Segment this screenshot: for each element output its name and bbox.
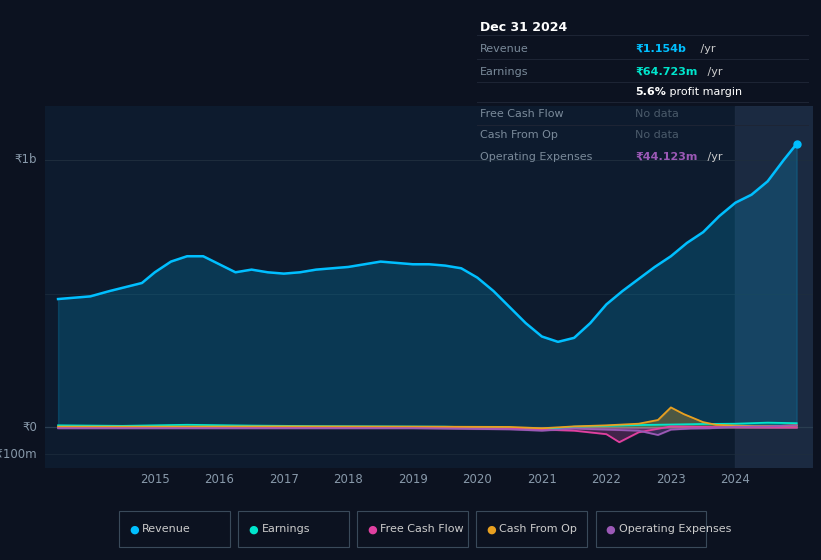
Text: -₹100m: -₹100m [0, 448, 37, 461]
Text: Free Cash Flow: Free Cash Flow [380, 524, 464, 534]
Text: Operating Expenses: Operating Expenses [480, 152, 592, 161]
Text: ₹1.154b: ₹1.154b [635, 44, 686, 54]
Text: ●: ● [605, 524, 615, 534]
Text: Free Cash Flow: Free Cash Flow [480, 109, 563, 119]
Text: ₹44.123m: ₹44.123m [635, 152, 698, 161]
Bar [736, 106, 813, 468]
Text: ●: ● [367, 524, 377, 534]
Text: 5.6%: 5.6% [635, 87, 666, 97]
Text: Revenue: Revenue [142, 524, 191, 534]
Text: Earnings: Earnings [261, 524, 310, 534]
Text: Dec 31 2024: Dec 31 2024 [480, 21, 567, 34]
Text: Operating Expenses: Operating Expenses [618, 524, 731, 534]
Text: Earnings: Earnings [480, 67, 529, 77]
Text: ₹1b: ₹1b [15, 153, 37, 166]
Text: Cash From Op: Cash From Op [499, 524, 577, 534]
Text: No data: No data [635, 109, 679, 119]
Text: ●: ● [486, 524, 496, 534]
Text: ₹64.723m: ₹64.723m [635, 67, 698, 77]
Text: /yr: /yr [697, 44, 716, 54]
Text: ●: ● [248, 524, 258, 534]
Text: profit margin: profit margin [666, 87, 742, 97]
Text: ●: ● [129, 524, 139, 534]
Text: /yr: /yr [704, 152, 722, 161]
Text: ₹0: ₹0 [22, 421, 37, 434]
Text: Revenue: Revenue [480, 44, 529, 54]
Text: Cash From Op: Cash From Op [480, 130, 557, 140]
Text: /yr: /yr [704, 67, 722, 77]
Text: No data: No data [635, 130, 679, 140]
